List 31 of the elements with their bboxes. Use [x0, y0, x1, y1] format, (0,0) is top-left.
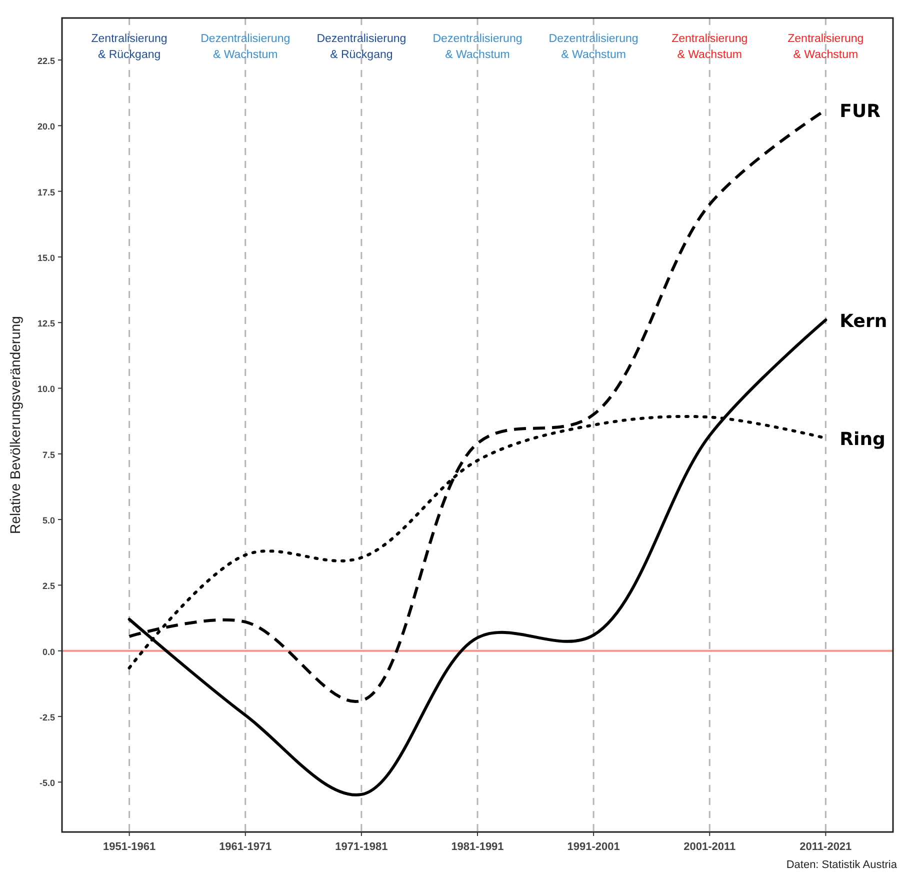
annotation: Dezentralisierung & Rückgang	[316, 33, 406, 61]
y-tick-label: 10.0	[37, 384, 55, 394]
y-axis-title: Relative Bevölkerungsveränderung	[7, 316, 23, 534]
x-tick-label: 1991-2001	[567, 841, 620, 853]
series-label: Kern	[840, 310, 888, 332]
x-tick-label: 1981-1991	[451, 841, 504, 853]
y-tick-label: 2.5	[42, 581, 55, 592]
x-tick-label: 1951-1961	[103, 841, 156, 853]
annotation: Dezentralisierung & Wachstum	[432, 33, 522, 61]
annotation: Zentralisierung & Rückgang	[91, 33, 168, 61]
x-tick-label: 1961-1971	[219, 841, 272, 853]
y-tick-label: 12.5	[37, 318, 55, 329]
y-tick-label: 0.0	[42, 646, 55, 657]
x-tick-label: 1971-1981	[335, 841, 388, 853]
annotation: Dezentralisierung & Wachstum	[200, 33, 290, 61]
annotation: Zentralisierung & Wachstum	[672, 33, 748, 61]
y-tick-label: 17.5	[37, 187, 55, 198]
y-tick-label: -2.5	[39, 712, 55, 722]
series-label: FUR	[840, 100, 881, 122]
y-tick-label: 22.5	[37, 56, 55, 66]
x-tick-label: 2001-2011	[684, 841, 736, 853]
y-tick-label: -5.0	[39, 778, 55, 788]
text: Daten: Statistik Austria	[786, 859, 898, 871]
x-tick-label: 2011-2021	[800, 841, 852, 853]
y-tick-label: 7.5	[42, 450, 55, 460]
annotation: Dezentralisierung & Wachstum	[548, 33, 638, 61]
annotation: Zentralisierung & Wachstum	[788, 33, 864, 61]
y-tick-label: 15.0	[37, 252, 55, 263]
y-tick-label: 20.0	[37, 122, 55, 132]
y-tick-label: 5.0	[42, 516, 55, 526]
series-label: Ring	[840, 429, 886, 450]
